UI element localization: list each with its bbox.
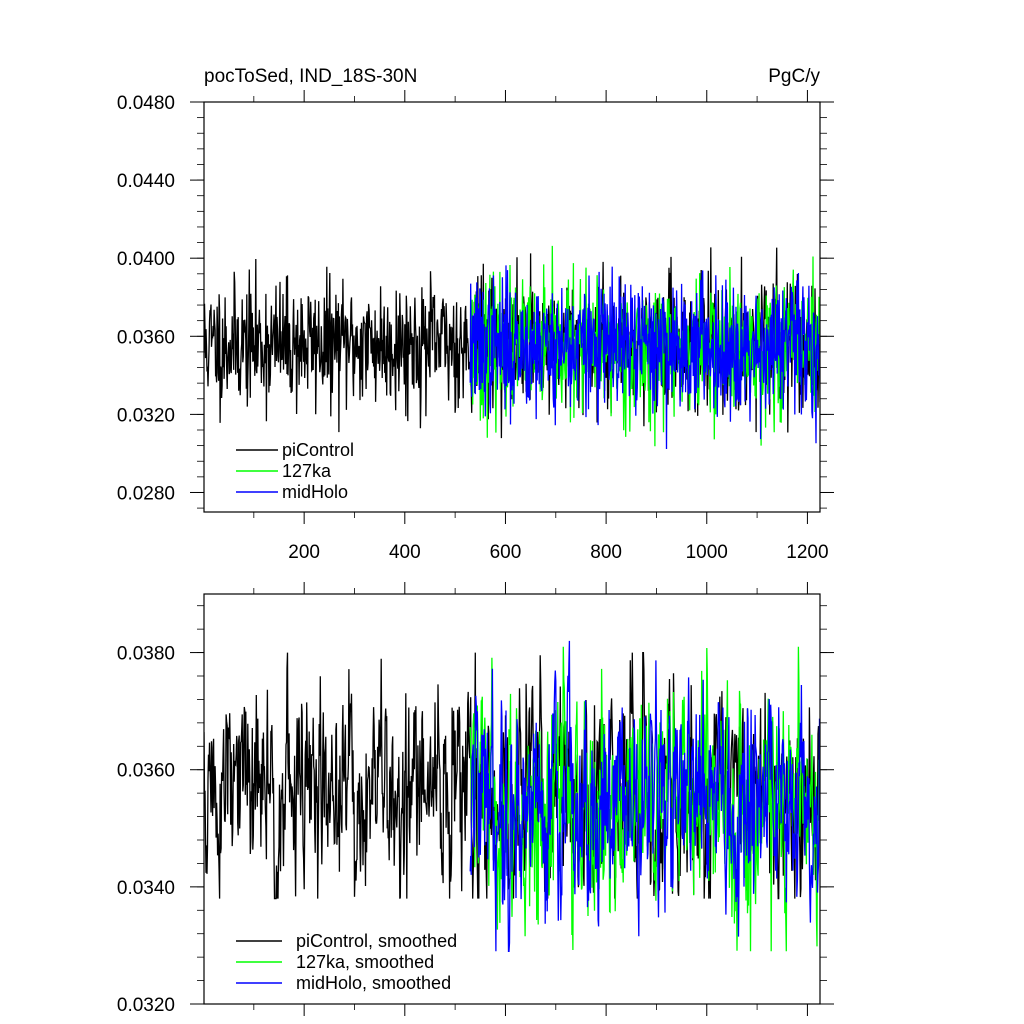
y-tick-label: 0.0320 bbox=[117, 405, 175, 426]
x-tick-label: 200 bbox=[288, 542, 320, 563]
legend-label: midHolo bbox=[282, 482, 348, 502]
bottom-series-group bbox=[204, 640, 820, 952]
legend-label: midHolo, smoothed bbox=[296, 973, 451, 993]
x-tick-label: 600 bbox=[490, 542, 522, 563]
top-series-group bbox=[204, 245, 820, 450]
top-panel: pocToSed, IND_18S-30N PgC/y 0.0280 0.0320… bbox=[117, 66, 834, 563]
x-tick-label: 1000 bbox=[686, 542, 728, 563]
legend-label: piControl, smoothed bbox=[296, 931, 457, 951]
series-line-midholo bbox=[469, 265, 820, 450]
plot-frame bbox=[203, 593, 821, 1005]
legend-label: 127ka bbox=[282, 461, 332, 481]
y-tick-label: 0.0440 bbox=[117, 171, 175, 192]
y-tick-label: 0.0340 bbox=[117, 878, 175, 899]
legend-label: piControl bbox=[282, 440, 354, 460]
x-tick-label: 800 bbox=[590, 542, 622, 563]
y-tick-label: 0.0320 bbox=[117, 995, 175, 1016]
y-tick-label: 0.0280 bbox=[117, 483, 175, 504]
x-tick-label: 400 bbox=[389, 542, 421, 563]
bottom-panel: 0.0320 0.0340 0.0360 0.0380 piControl, smoo… bbox=[117, 582, 834, 1016]
top-title-left: pocToSed, IND_18S-30N bbox=[204, 66, 417, 87]
series-line-midholo-smoothed bbox=[469, 640, 820, 952]
y-tick-label: 0.0400 bbox=[117, 249, 175, 270]
x-tick-label: 1200 bbox=[786, 542, 828, 563]
top-title-right: PgC/y bbox=[768, 66, 820, 87]
y-tick-label: 0.0360 bbox=[117, 761, 175, 782]
legend-label: 127ka, smoothed bbox=[296, 952, 434, 972]
series-line-127ka bbox=[469, 245, 820, 447]
y-tick-label: 0.0380 bbox=[117, 644, 175, 665]
bottom-axes: 0.0320 0.0340 0.0360 0.0380 bbox=[117, 582, 834, 1016]
y-tick-label: 0.0480 bbox=[117, 93, 175, 114]
top-axes: 0.0280 0.0320 0.0360 0.0400 0.0440 0.0480 200 4… bbox=[117, 90, 834, 563]
plot-frame bbox=[203, 101, 821, 513]
y-tick-label: 0.0360 bbox=[117, 327, 175, 348]
